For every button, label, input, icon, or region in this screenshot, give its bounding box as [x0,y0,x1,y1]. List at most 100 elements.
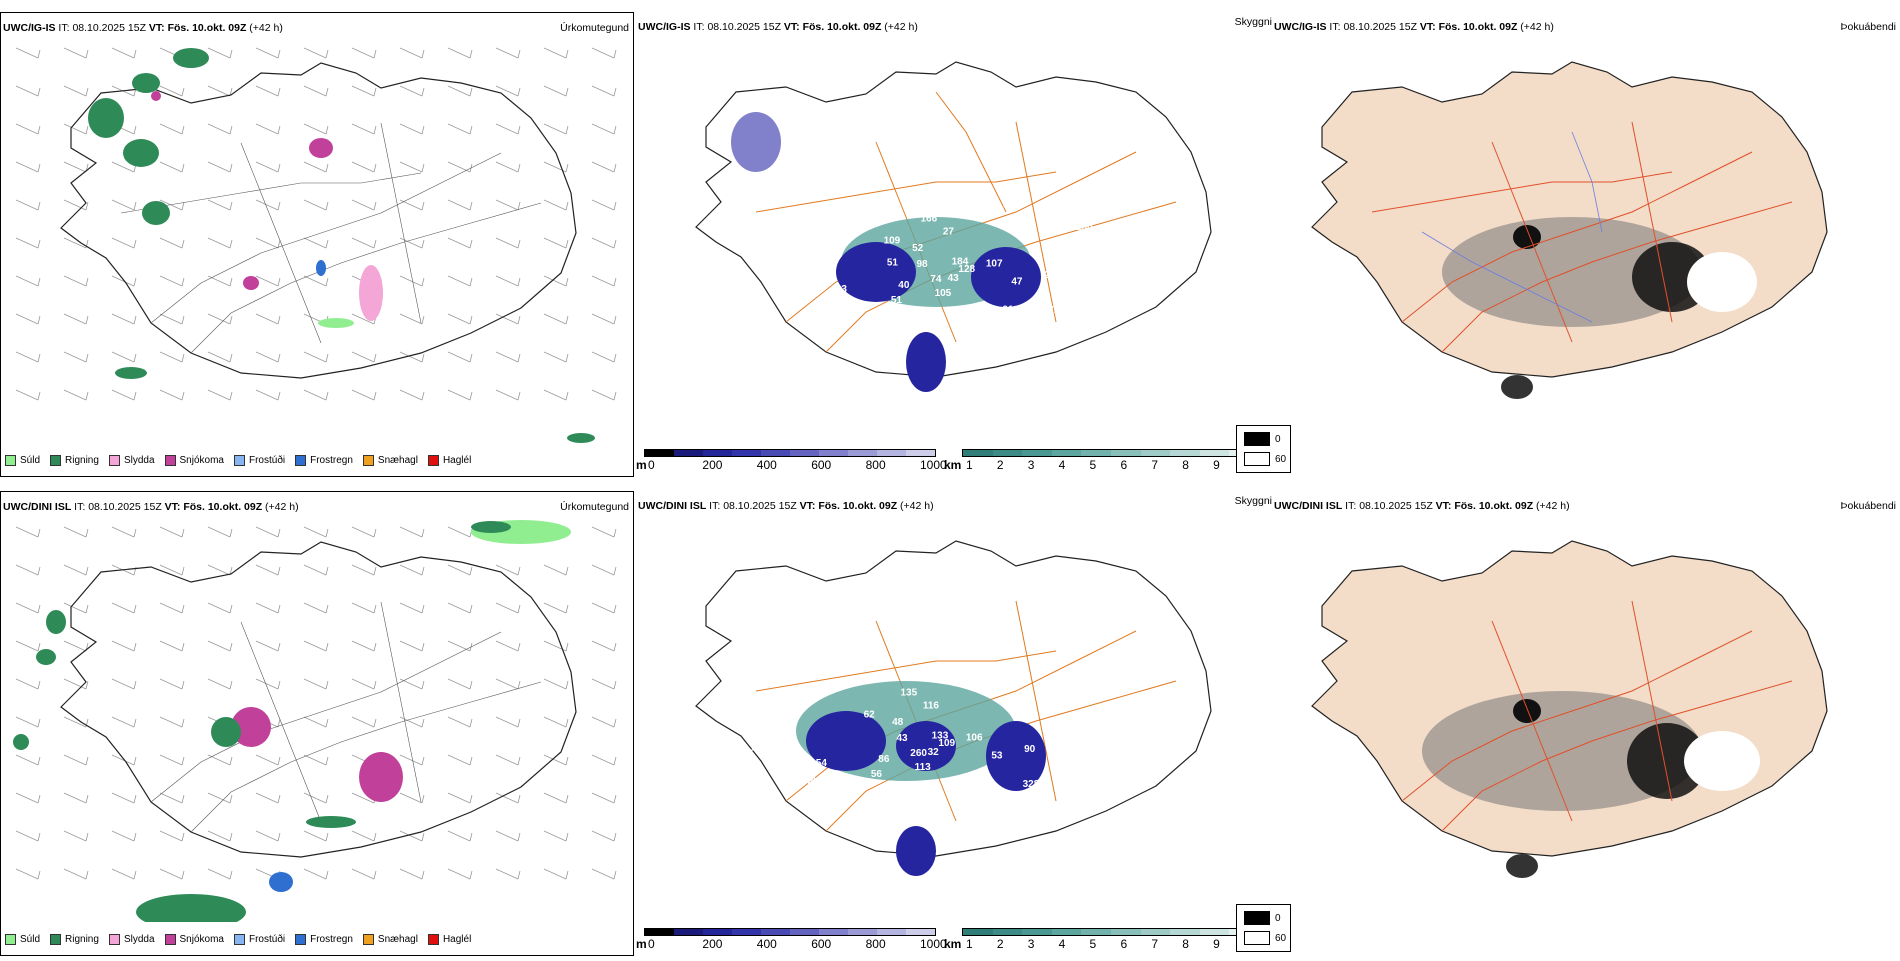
wind-barb [399,85,425,97]
legend-item-snaehagl: Snæhagl [362,455,418,466]
wind-barb [159,564,185,576]
colorbar-tick-label: 9 [1213,458,1220,472]
wind-barb [63,830,89,842]
visibility-panel-top: UWC/IG-IS IT: 08.10.2025 15Z VT: Fös. 10… [636,12,1272,477]
wind-barb [303,275,329,287]
wind-barb [495,640,521,652]
legend-item-sudl: Súld [5,455,40,466]
wind-barb [543,602,569,614]
wind-barb [255,389,281,401]
row-ig-is: UWC/IG-IS IT: 08.10.2025 15Z VT: Fös. 10… [0,12,1900,482]
legend-item-snjokoma: Snjókoma [164,455,224,466]
colorbar-km-swatches [962,449,1260,457]
legend-item-hagel: Haglél [427,455,471,466]
wind-barb [351,123,377,135]
wind-barb [15,830,41,842]
colorbar-tick-label: 1 [966,937,973,951]
colorbar-tick-label: 6 [1120,458,1128,472]
colorbar-tick-label: 8 [1182,458,1189,472]
wind-barb [159,199,185,211]
visibility-value-label: 40 [898,280,910,291]
wind-barb [543,868,569,880]
visibility-value-label: 133 [932,730,949,741]
wind-barb [447,199,473,211]
row-dini-isl: UWC/DINI ISL IT: 08.10.2025 15Z VT: Fös.… [0,491,1900,961]
wind-barb [15,716,41,728]
wind-barb [543,754,569,766]
wind-barb [351,564,377,576]
wind-barb [15,85,41,97]
fog-panel-bottom: UWC/DINI ISL IT: 08.10.2025 15Z VT: Fös.… [1236,491,1900,956]
visibility-value-label: 53 [991,751,1003,762]
wind-barb [63,199,89,211]
wind-barb [543,161,569,173]
wind-barb [111,716,137,728]
fog-legend-swatch-60 [1244,452,1270,466]
visibility-value-label: 44 [967,812,979,823]
precip-type-map [13,520,617,922]
wind-barb [207,868,233,880]
wind-barb [591,313,617,325]
visibility-value-label: 109 [938,738,955,749]
wind-barb [351,85,377,97]
fog-legend-swatch-0 [1244,911,1270,925]
wind-barb [207,351,233,363]
visibility-value-label: 166 [920,214,937,225]
colorbar-tick-label: 200 [702,937,723,951]
wind-barb [15,868,41,880]
precip-type-panel-top: UWC/IG-IS IT: 08.10.2025 15Z VT: Fös. 10… [0,12,634,477]
colorbar-m-swatches [644,928,936,936]
wind-barb [15,564,41,576]
wind-barb [447,85,473,97]
wind-barb [159,526,185,538]
wind-barb [63,678,89,690]
wind-barb [399,237,425,249]
wind-barb [63,526,89,538]
panel-product-label: Skyggni [1234,495,1272,507]
wind-barb [495,275,521,287]
wind-barb [63,123,89,135]
visibility-value-label: 43 [896,733,908,744]
wind-barb [111,389,137,401]
visibility-value-label: 27 [943,227,955,238]
wind-barb [255,275,281,287]
colorbar-tick-label: 2 [996,458,1004,472]
wind-barb [543,830,569,842]
wind-barb [63,792,89,804]
visibility-value-label: 72 [987,338,999,349]
panel-title: UWC/DINI ISL IT: 08.10.2025 15Z VT: Fös.… [3,501,299,513]
wind-barb [591,564,617,576]
wind-barb [351,678,377,690]
wind-barb [15,389,41,401]
wind-barb [111,47,137,59]
wind-barb [303,602,329,614]
wind-barb [159,602,185,614]
panel-title: UWC/DINI ISL IT: 08.10.2025 15Z VT: Fös.… [638,500,934,512]
wind-barb [111,754,137,766]
legend-item-rigning: Rigning [50,934,99,945]
visibility-value-label: 56 [871,769,883,780]
wind-barb [255,313,281,325]
wind-barb [255,351,281,363]
wind-barb [495,830,521,842]
colorbar-tick-label: 9 [1213,937,1220,951]
visibility-value-label: 171 [1043,305,1060,316]
wind-barb [63,351,89,363]
wind-barb [447,830,473,842]
visibility-value-label: 48 [892,717,904,728]
wind-barb [207,85,233,97]
wind-barb [63,754,89,766]
wind-barb [111,640,137,652]
wind-barb [399,602,425,614]
wind-barb [255,526,281,538]
wind-barb [591,351,617,363]
wind-barb [591,754,617,766]
wind-barb [543,313,569,325]
legend-item-hagel: Haglél [427,934,471,945]
colorbar-tick-label: 4 [1058,458,1066,472]
visibility-value-label: 32 [928,747,940,758]
wind-barb [303,678,329,690]
wind-barb [207,161,233,173]
visibility-value-label: 48 [805,776,817,787]
visibility-value-label: 43 [800,253,812,264]
